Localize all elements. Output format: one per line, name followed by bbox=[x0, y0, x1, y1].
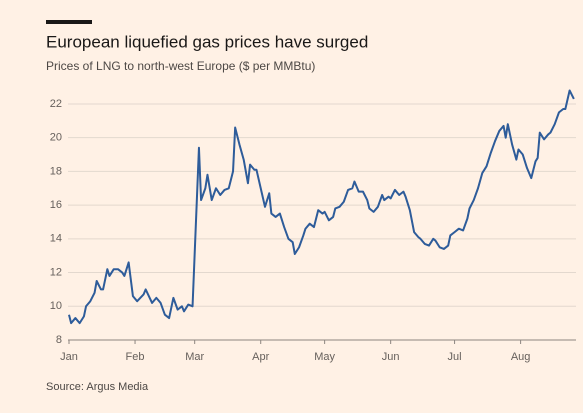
y-tick-label: 8 bbox=[56, 334, 62, 346]
x-tick-label: Feb bbox=[126, 351, 145, 363]
x-tick-label: Mar bbox=[185, 351, 204, 363]
y-tick-label: 14 bbox=[50, 233, 62, 245]
y-tick-label: 12 bbox=[50, 266, 62, 278]
y-tick-label: 16 bbox=[50, 199, 62, 211]
y-tick-label: 10 bbox=[50, 300, 62, 312]
brand-bar bbox=[46, 20, 92, 24]
chart-title: European liquefied gas prices have surge… bbox=[46, 32, 368, 51]
x-tick-label: Apr bbox=[252, 351, 269, 363]
y-tick-label: 22 bbox=[50, 98, 62, 110]
source: Source: Argus Media bbox=[46, 381, 149, 393]
price-line bbox=[68, 89, 575, 325]
chart-subtitle: Prices of LNG to north-west Europe ($ pe… bbox=[46, 59, 315, 73]
y-tick-label: 18 bbox=[50, 165, 62, 177]
x-tick-label: Jun bbox=[382, 351, 400, 363]
x-tick-label: May bbox=[314, 351, 335, 363]
x-tick-label: Jan bbox=[60, 351, 78, 363]
y-tick-label: 20 bbox=[50, 132, 62, 144]
x-tick-label: Jul bbox=[448, 351, 462, 363]
x-tick-label: Aug bbox=[511, 351, 531, 363]
